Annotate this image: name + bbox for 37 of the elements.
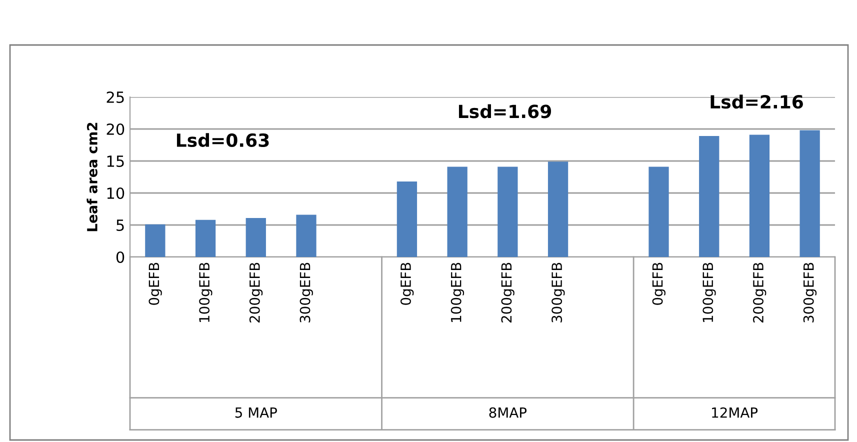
y-tick-label: 15	[107, 156, 124, 168]
x-tick-label: 200gEFB	[752, 262, 766, 322]
bar	[246, 218, 266, 257]
bar	[296, 214, 316, 257]
annotation: Lsd=2.16	[710, 94, 803, 109]
bar	[195, 220, 216, 257]
y-tick-label: 5	[116, 220, 124, 232]
y-tick-label: 0	[116, 251, 124, 264]
text: 8MAP	[489, 407, 527, 418]
y-tick-label: 10	[107, 187, 124, 200]
bar	[648, 166, 669, 257]
x-tick-label: 100gEFB	[450, 262, 464, 322]
bar	[548, 162, 568, 257]
bar	[699, 136, 720, 257]
text: 5 MAP	[235, 408, 277, 418]
bar	[498, 166, 518, 257]
y-tick-label: 25	[106, 91, 124, 104]
x-tick-label: 300gEFB	[552, 262, 565, 322]
text: 12MAP	[712, 407, 758, 418]
x-tick-label: 200gEFB	[249, 262, 263, 322]
bar	[396, 181, 418, 257]
x-tick-label: 300gEFB	[300, 262, 313, 322]
bar	[447, 166, 468, 257]
bar	[749, 134, 770, 257]
x-tick-label: 100gEFB	[199, 262, 212, 322]
y-tick-label: 20	[106, 123, 124, 136]
x-tick-label: 0gEFB	[148, 262, 162, 305]
x-tick-label: 200gEFB	[501, 262, 514, 322]
x-tick-label: 100gEFB	[702, 262, 716, 322]
bar	[800, 130, 820, 257]
x-tick-label: 300gEFB	[803, 262, 817, 322]
bar	[145, 224, 166, 257]
annotation: Lsd=1.69	[458, 104, 552, 118]
y-axis-title: Leaf area cm2	[86, 122, 98, 232]
annotation: Lsd=0.63	[176, 133, 269, 148]
x-tick-label: 0gEFB	[400, 262, 414, 305]
x-tick-label: 0gEFB	[652, 262, 666, 305]
